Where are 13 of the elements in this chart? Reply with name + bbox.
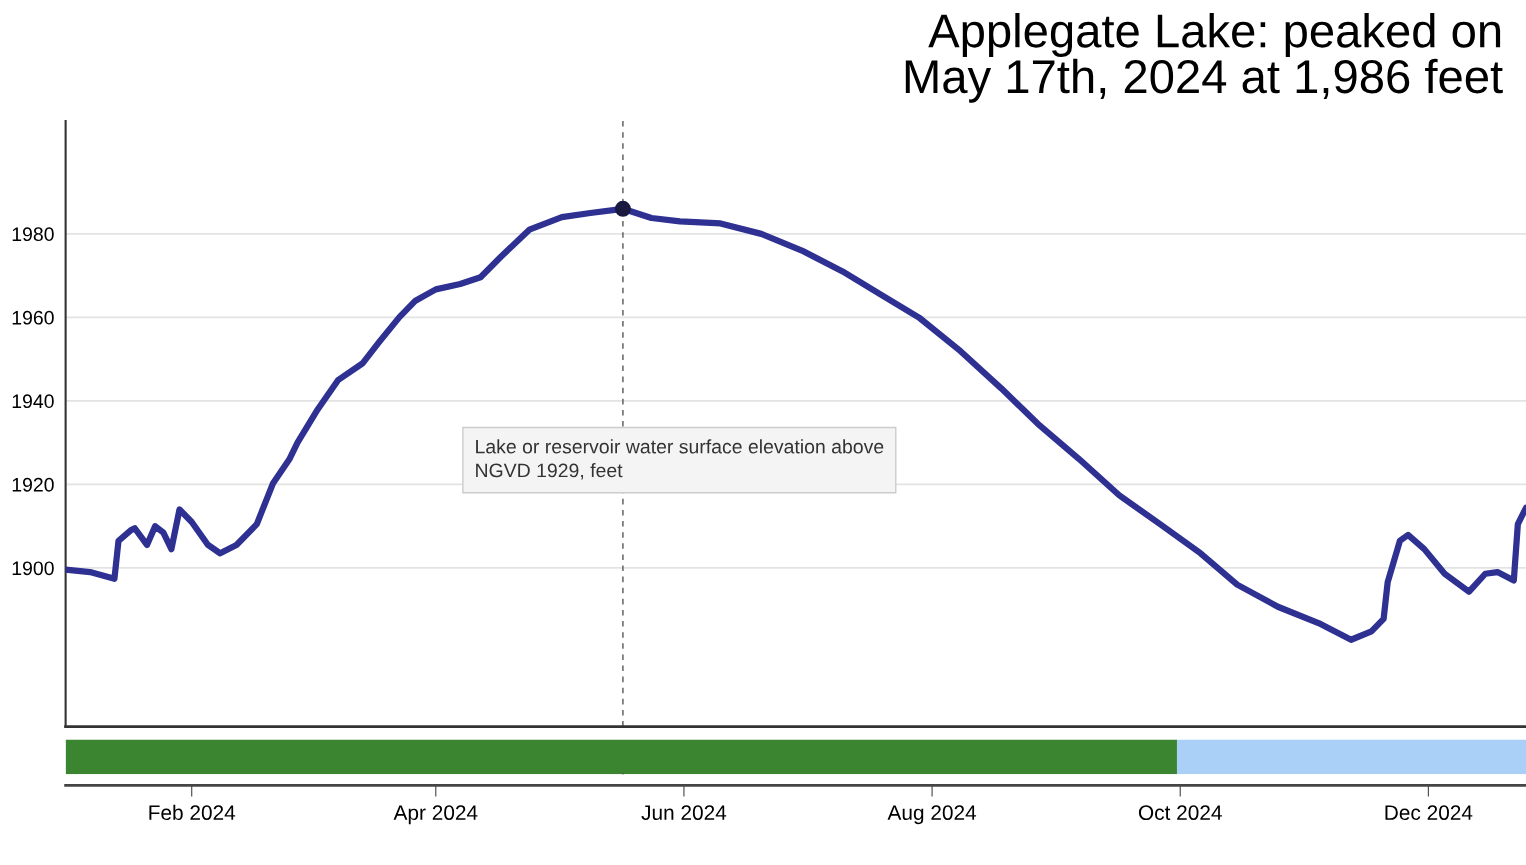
- y-tick-label: 1940: [12, 394, 54, 409]
- x-tick-label: Oct 2024: [1138, 805, 1222, 821]
- x-tick-label: Apr 2024: [393, 805, 478, 825]
- chart-title: Applegate Lake: peaked on May 17th, 2024 at 1,986 feet: [905, 12, 1503, 103]
- x-tick-label: Jun 2024: [641, 805, 727, 821]
- y-tick-label: 1980: [12, 227, 54, 242]
- y-tick-label: 1900: [12, 561, 54, 576]
- annotation: Lake or reservoir water surface elevation above NGVD 1929, feet: [476, 439, 884, 480]
- x-tick-label: Feb 2024: [149, 804, 236, 821]
- x-tick-label: Dec 2024: [1385, 805, 1473, 821]
- y-tick-label: 1960: [12, 310, 54, 325]
- y-tick-label: 1920: [12, 477, 54, 492]
- x-tick-label: Aug 2024: [887, 805, 977, 825]
